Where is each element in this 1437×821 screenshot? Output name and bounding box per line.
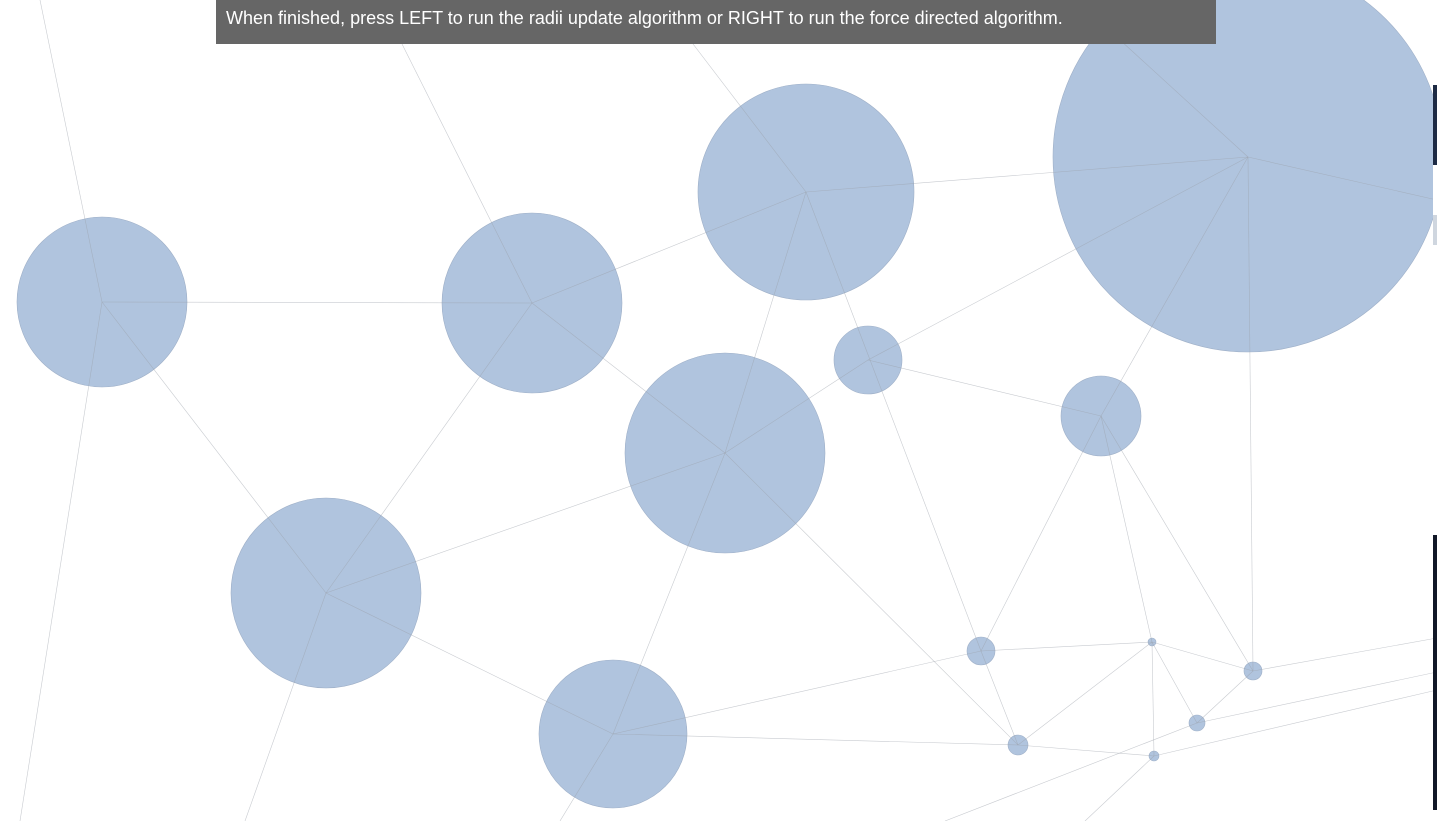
graph-node[interactable] (1052, 0, 1437, 353)
graph-edge (1017, 744, 1155, 757)
graph-edge (19, 301, 103, 821)
graph-edge (867, 359, 1102, 417)
graph-edge (101, 301, 327, 594)
graph-edge (980, 415, 1102, 652)
graph-edge (980, 650, 1019, 746)
graph-edge (325, 452, 726, 594)
graph-edge (1100, 415, 1254, 672)
edge-strip-segment (1433, 535, 1437, 810)
graph-edge (1252, 637, 1437, 672)
graph-edge (325, 302, 533, 594)
graph-edge (531, 191, 807, 304)
graph-edge (1151, 641, 1254, 672)
graph-edge (244, 592, 327, 821)
graph-edge (612, 733, 1019, 746)
graph-edge (1151, 641, 1155, 757)
graph-edge (531, 302, 726, 454)
graph-edge (1153, 689, 1437, 757)
graph-edge (1196, 671, 1437, 724)
graph-edge (805, 191, 982, 652)
edge-strip-segment (1433, 215, 1437, 245)
graph-edge (612, 650, 982, 735)
graph-edge (724, 359, 869, 454)
window-edge-strip (1433, 0, 1437, 821)
graph-edge (1100, 415, 1153, 643)
graph-edge (805, 156, 1249, 193)
graph-edge (325, 592, 614, 735)
graph-edge (1100, 156, 1249, 417)
instructions-text: When finished, press LEFT to run the rad… (226, 8, 1063, 28)
edge-strip-segment (1433, 85, 1437, 165)
graph-edge (1196, 670, 1254, 724)
graph-edge (1084, 755, 1155, 821)
graph-edge (559, 733, 614, 821)
graph-edge (689, 39, 807, 193)
graph-edge (612, 452, 726, 735)
graph-edge (399, 39, 533, 304)
graph-edge (1017, 641, 1153, 746)
graph-edge (1247, 156, 1254, 672)
instructions-banner: When finished, press LEFT to run the rad… (216, 0, 1216, 44)
graph-edge (867, 156, 1249, 361)
graph-edge (101, 301, 533, 304)
graph-edge (724, 191, 807, 454)
graph-edge (980, 641, 1153, 652)
graph-edge (1151, 641, 1198, 724)
graph-edge (944, 722, 1198, 821)
graph-edge (39, 0, 103, 303)
node-layer (16, 0, 1437, 809)
graph-edge (1247, 156, 1437, 201)
graph-edge (1119, 39, 1249, 158)
graph-edge (724, 452, 1019, 746)
